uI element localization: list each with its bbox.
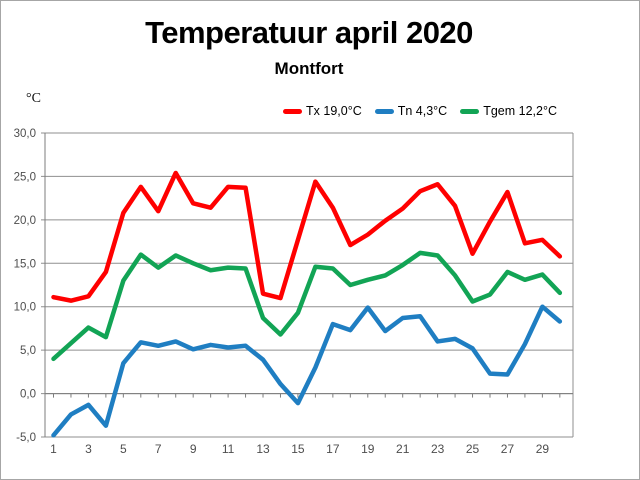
x-tick-label: 29 xyxy=(536,442,550,456)
legend: Tx 19,0°C Tn 4,3°C Tgem 12,2°C xyxy=(283,103,557,119)
x-tick-label: 13 xyxy=(256,442,270,456)
chart-subtitle: Montfort xyxy=(274,59,344,78)
x-tick-label: 7 xyxy=(155,442,162,456)
tgem-line-swatch-icon xyxy=(460,108,480,114)
series-line-tn xyxy=(51,304,563,438)
x-tick-label: 15 xyxy=(291,442,305,456)
y-tick-label: 10,0 xyxy=(14,302,36,314)
x-tick-label: 23 xyxy=(431,442,445,456)
legend-item-tgem: Tgem 12,2°C xyxy=(460,104,557,118)
x-tick-label: 3 xyxy=(85,442,92,456)
x-tick-label: 17 xyxy=(326,442,340,456)
y-tick-label: 5,0 xyxy=(20,345,36,357)
x-tick-label: 21 xyxy=(396,442,410,456)
y-tick-label: 0,0 xyxy=(20,389,36,401)
tn-line-swatch-icon xyxy=(374,108,394,114)
y-tick-label: 15,0 xyxy=(14,258,36,270)
legend-label-tgem: Tgem 12,2°C xyxy=(483,104,557,118)
series-line-tgem xyxy=(51,250,563,362)
y-tick-label: 25,0 xyxy=(14,171,36,183)
x-tick-label: 11 xyxy=(222,442,235,456)
legend-label-tn: Tn 4,3°C xyxy=(397,104,448,118)
legend-label-tx: Tx 19,0°C xyxy=(306,104,362,118)
x-tick-label: 27 xyxy=(501,442,515,456)
legend-item-tn: Tn 4,3°C xyxy=(374,104,448,118)
y-tick-label: 30,0 xyxy=(14,128,36,140)
y-tick-label: -5,0 xyxy=(16,432,36,444)
x-tick-label: 19 xyxy=(361,442,375,456)
x-tick-label: 1 xyxy=(50,442,57,456)
series-line-tx xyxy=(51,170,563,303)
x-tick-label: 5 xyxy=(120,442,127,456)
legend-item-tx: Tx 19,0°C xyxy=(283,104,362,118)
x-tick-label: 9 xyxy=(190,442,197,456)
y-tick-label: 20,0 xyxy=(14,215,36,227)
tx-line-swatch-icon xyxy=(283,108,303,114)
y-axis-title: °C xyxy=(26,91,41,106)
x-tick-label: 25 xyxy=(466,442,480,456)
chart-title: Temperatuur april 2020 xyxy=(145,15,473,50)
